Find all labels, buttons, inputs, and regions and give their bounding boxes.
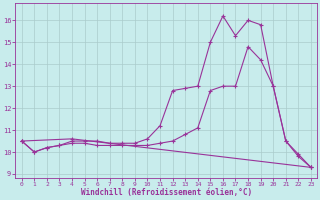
X-axis label: Windchill (Refroidissement éolien,°C): Windchill (Refroidissement éolien,°C) bbox=[81, 188, 252, 197]
